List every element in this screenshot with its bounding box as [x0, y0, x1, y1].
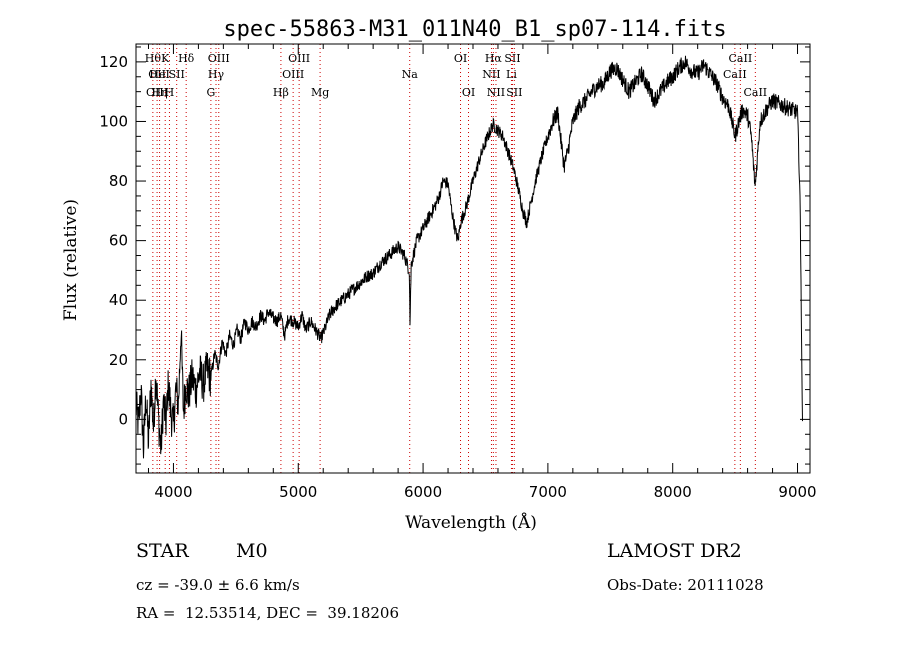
y-tick-label-1: 20: [109, 351, 128, 369]
line-label-8-0: Hγ: [208, 68, 225, 81]
line-label-12-0: OIII: [288, 52, 310, 65]
line-label-22-0: SII: [506, 86, 522, 99]
line-label-24-0: CaII: [729, 52, 753, 65]
line-label-9-0: OIII: [208, 52, 230, 65]
line-label-11-0: OIII: [282, 68, 304, 81]
spectrum-line: [135, 55, 803, 459]
y-tick-label-2: 40: [109, 291, 128, 309]
line-label-6-0: Hδ: [178, 52, 195, 65]
line-label-4-0: H: [165, 86, 175, 99]
redshift-text: cz = -39.0 ± 6.6 km/s: [136, 576, 300, 594]
x-tick-label-2: 6000: [404, 483, 442, 501]
y-tick-label-0: 0: [118, 410, 128, 428]
y-tick-label-6: 120: [99, 53, 128, 71]
y-tick-label-5: 100: [99, 112, 128, 130]
chart-title: spec-55863-M31_011N40_B1_sp07-114.fits: [223, 17, 726, 42]
object-type: STAR: [136, 540, 189, 562]
line-label-16-0: OI: [462, 86, 475, 99]
line-label-17-0: NII: [482, 68, 500, 81]
x-tick-label-4: 8000: [654, 483, 692, 501]
axis-ticks: 4000 5000 6000 7000 8000 9000 0 20 40 60 80 100 120: [99, 44, 817, 501]
line-label-20-0: Li: [506, 68, 517, 81]
line-label-15-0: OI: [454, 52, 467, 65]
line-label-2-0: HeI: [149, 68, 169, 81]
coordinates: RA = 12.53514, DEC = 39.18206: [136, 604, 400, 622]
y-tick-label-4: 80: [109, 172, 128, 190]
x-tick-label-5: 9000: [778, 483, 816, 501]
line-label-5-0: SII: [169, 68, 185, 81]
x-axis-label: Wavelength (Å): [405, 512, 537, 533]
line-label-14-0: Na: [402, 68, 419, 81]
line-label-19-0: NII: [487, 86, 505, 99]
plot-frame: [135, 43, 811, 474]
line-label-10-0: Hβ: [273, 86, 289, 99]
line-label-3-0: K: [161, 52, 170, 65]
line-label-21-0: SII: [504, 52, 520, 65]
survey-name: LAMOST DR2: [607, 540, 742, 562]
x-tick-label-3: 7000: [529, 483, 567, 501]
y-tick-label-3: 60: [109, 232, 128, 250]
x-tick-label-0: 4000: [154, 483, 192, 501]
line-label-7-0: G: [206, 86, 215, 99]
spectral-line-markers: Hθ OII OIII HeI Hη K H SII Hδ G Hγ OIII Hβ OIII OIII Mg…: [145, 44, 767, 473]
line-label-1-0: OII: [148, 68, 166, 81]
y-axis-label: Flux (relative): [61, 199, 81, 321]
line-label-1-1: OIII: [146, 86, 168, 99]
obs-date: Obs-Date: 20111028: [607, 576, 764, 594]
spectral-subclass: M0: [236, 540, 268, 562]
spectrum-series: [135, 55, 803, 459]
x-tick-label-1: 5000: [279, 483, 317, 501]
line-label-13-0: Mg: [311, 86, 329, 99]
line-label-18-0: Hα: [485, 52, 503, 65]
line-label-23-0: CaII: [723, 68, 747, 81]
line-label-2-1: Hη: [151, 86, 167, 99]
line-label-25-0: CaII: [743, 86, 767, 99]
line-label-0-0: Hθ: [145, 52, 162, 65]
